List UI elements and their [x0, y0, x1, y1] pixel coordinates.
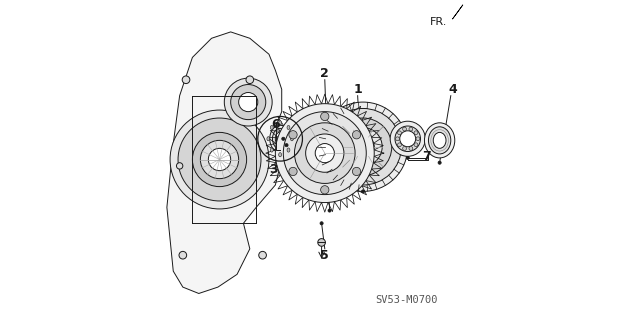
Circle shape [316, 144, 334, 163]
Circle shape [403, 127, 406, 131]
Ellipse shape [267, 137, 269, 141]
Circle shape [321, 186, 329, 194]
Circle shape [289, 131, 297, 139]
Circle shape [179, 251, 187, 259]
Circle shape [259, 251, 266, 259]
Circle shape [416, 137, 420, 141]
Circle shape [409, 146, 413, 150]
Ellipse shape [273, 129, 288, 149]
Circle shape [344, 128, 382, 166]
Circle shape [289, 167, 297, 176]
Circle shape [178, 118, 261, 201]
Text: 5: 5 [321, 249, 329, 262]
Ellipse shape [275, 132, 285, 145]
Ellipse shape [278, 121, 282, 125]
Text: 6: 6 [271, 118, 280, 131]
Circle shape [319, 102, 408, 191]
Circle shape [362, 190, 365, 193]
Circle shape [321, 112, 329, 121]
Circle shape [239, 93, 258, 112]
Circle shape [395, 126, 420, 152]
Text: SV53-M0700: SV53-M0700 [375, 295, 437, 305]
Circle shape [306, 134, 344, 172]
Ellipse shape [270, 148, 273, 152]
Ellipse shape [287, 148, 290, 152]
Ellipse shape [428, 127, 451, 154]
Circle shape [230, 85, 266, 120]
Circle shape [438, 161, 441, 164]
Polygon shape [167, 32, 282, 293]
Circle shape [414, 131, 418, 135]
Circle shape [406, 156, 410, 160]
Ellipse shape [269, 125, 291, 152]
Circle shape [170, 110, 269, 209]
Text: FR.: FR. [430, 17, 447, 27]
Circle shape [397, 143, 401, 147]
Circle shape [352, 136, 374, 158]
Circle shape [328, 209, 331, 212]
Text: 4: 4 [448, 83, 457, 96]
Ellipse shape [278, 153, 282, 157]
Circle shape [400, 131, 416, 147]
Circle shape [209, 148, 230, 171]
Text: 2: 2 [321, 67, 329, 80]
Circle shape [182, 76, 190, 84]
Circle shape [177, 163, 183, 169]
Circle shape [324, 108, 401, 185]
Circle shape [409, 127, 413, 131]
Circle shape [320, 222, 323, 225]
Circle shape [275, 104, 374, 203]
Circle shape [282, 137, 285, 140]
Circle shape [284, 112, 366, 195]
Circle shape [403, 146, 406, 150]
Circle shape [353, 131, 361, 139]
Circle shape [390, 121, 425, 156]
Polygon shape [452, 5, 463, 19]
Ellipse shape [424, 123, 455, 158]
Text: 1: 1 [353, 83, 362, 96]
Circle shape [353, 167, 361, 176]
Circle shape [193, 132, 246, 187]
Ellipse shape [287, 125, 290, 130]
Circle shape [414, 143, 418, 147]
Circle shape [294, 123, 355, 183]
Circle shape [224, 78, 272, 126]
Circle shape [246, 76, 253, 84]
Ellipse shape [291, 137, 293, 141]
Circle shape [334, 118, 392, 175]
Circle shape [318, 239, 325, 246]
Circle shape [396, 137, 399, 141]
Ellipse shape [270, 125, 273, 130]
Circle shape [200, 140, 239, 179]
Text: 3: 3 [269, 163, 278, 175]
Ellipse shape [433, 132, 446, 148]
Circle shape [285, 144, 288, 147]
Circle shape [397, 131, 401, 135]
Text: 7: 7 [422, 150, 431, 163]
